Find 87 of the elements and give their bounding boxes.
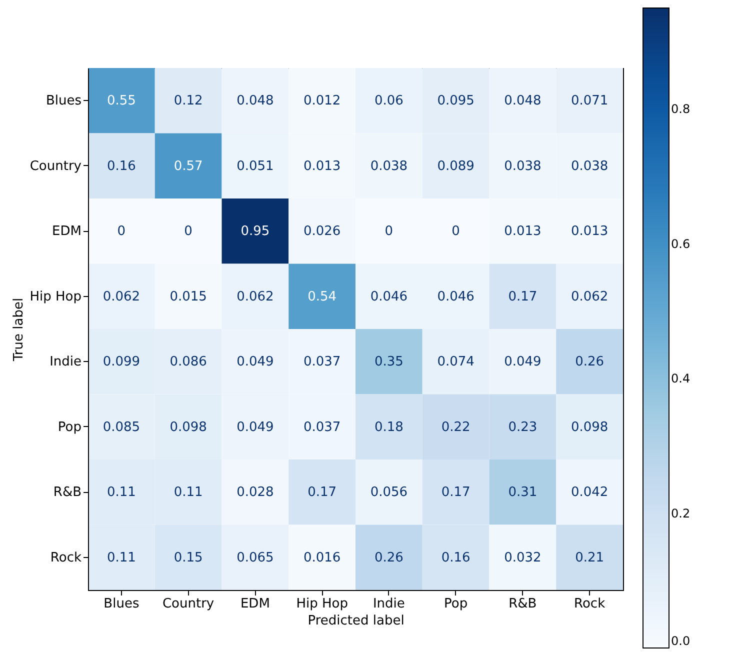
data-label: 0.046 <box>437 289 474 304</box>
data-label: 0.17 <box>308 485 337 500</box>
data-label: 0.06 <box>374 94 404 109</box>
data-label: 0.089 <box>437 158 474 174</box>
data-label: 0.032 <box>504 550 542 566</box>
data-label: 0.11 <box>106 550 136 566</box>
data-label: 0.062 <box>102 289 140 304</box>
data-label: 0.95 <box>240 224 270 240</box>
data-label: 0.55 <box>106 94 136 109</box>
x-tick-label: Hip Hop <box>296 596 348 612</box>
x-tick-label: Country <box>162 596 214 612</box>
data-label: 0.11 <box>106 485 136 500</box>
data-label: 0 <box>184 224 192 240</box>
data-label: 0.095 <box>437 94 474 109</box>
data-label: 0.098 <box>170 420 207 435</box>
y-tick-label: Country <box>30 158 82 174</box>
y-tick-label: Pop <box>58 420 82 435</box>
x-tick-label: Pop <box>444 596 468 612</box>
x-tick-label: R&B <box>508 596 537 612</box>
data-label: 0.17 <box>508 289 538 304</box>
data-label: 0.11 <box>174 485 203 500</box>
y-tick-label: R&B <box>53 485 82 500</box>
data-label: 0.065 <box>236 550 274 566</box>
data-label: 0.54 <box>308 289 337 304</box>
color-bar-label: 0.4 <box>671 372 690 386</box>
data-label: 0 <box>384 224 394 240</box>
data-label: 0.013 <box>504 224 542 240</box>
data-label: 0.062 <box>570 289 608 304</box>
x-tick-label: Indie <box>372 596 405 612</box>
y-tick-label: Rock <box>50 550 82 566</box>
data-label: 0.22 <box>441 420 470 435</box>
data-label: 0.049 <box>504 354 542 370</box>
data-label: 0.037 <box>303 354 341 370</box>
data-label: 0 <box>452 224 460 240</box>
data-label: 0.049 <box>236 420 274 435</box>
data-label: 0.099 <box>102 354 140 370</box>
data-label: 0.57 <box>174 158 203 174</box>
data-label: 0.062 <box>236 289 274 304</box>
data-label: 0.046 <box>370 289 408 304</box>
data-label: 0.012 <box>303 94 341 109</box>
data-label: 0.071 <box>570 94 608 109</box>
data-label: 0.013 <box>570 224 608 240</box>
data-label: 0.15 <box>174 550 203 566</box>
data-label: 0.048 <box>504 94 542 109</box>
data-label: 0.028 <box>236 485 274 500</box>
y-tick-label: Blues <box>46 94 82 109</box>
data-label: 0.098 <box>570 420 608 435</box>
x-tick-label: EDM <box>240 596 270 612</box>
color-bar-label: 0.8 <box>671 102 690 116</box>
data-label: 0.17 <box>441 485 470 500</box>
data-label: 0.26 <box>374 550 404 566</box>
x-tick-label: Rock <box>574 596 606 612</box>
data-label: 0.015 <box>170 289 207 304</box>
data-label: 0.056 <box>370 485 408 500</box>
data-label: 0.049 <box>236 354 274 370</box>
color-bar-label: 0.6 <box>671 236 690 251</box>
data-label: 0.038 <box>370 158 408 174</box>
data-label: 0.18 <box>374 420 404 435</box>
data-label: 0.12 <box>174 94 203 109</box>
data-label: 0.074 <box>437 354 474 370</box>
y-tick-label: EDM <box>52 224 82 240</box>
data-label: 0.31 <box>508 485 538 500</box>
data-label: 0.085 <box>102 420 140 435</box>
data-label: 0.086 <box>170 354 207 370</box>
data-label: 0.35 <box>374 354 404 370</box>
data-label: 0.013 <box>303 158 341 174</box>
x-tick-label: Blues <box>104 596 140 612</box>
y-tick-label: Indie <box>50 354 82 370</box>
data-label: 0.038 <box>504 158 542 174</box>
data-label: 0.051 <box>236 158 274 174</box>
data-label: 0.042 <box>570 485 608 500</box>
data-label: 0.016 <box>303 550 341 566</box>
data-label: 0.026 <box>303 224 341 240</box>
y-tick-label: Hip Hop <box>30 289 82 304</box>
color-bar-label: 0.0 <box>671 634 690 648</box>
data-label: 0.23 <box>508 420 538 435</box>
data-label: 0.037 <box>303 420 341 435</box>
x-axis-title: Predicted label <box>308 614 404 628</box>
y-axis-title: True label <box>12 298 27 362</box>
data-label: 0 <box>117 224 126 240</box>
data-label: 0.038 <box>570 158 608 174</box>
data-label: 0.21 <box>575 550 604 566</box>
data-label: 0.26 <box>575 354 604 370</box>
color-bar-label: 0.2 <box>671 506 690 520</box>
data-label: 0.16 <box>441 550 470 566</box>
data-label: 0.16 <box>106 158 136 174</box>
data-label: 0.048 <box>236 94 274 109</box>
